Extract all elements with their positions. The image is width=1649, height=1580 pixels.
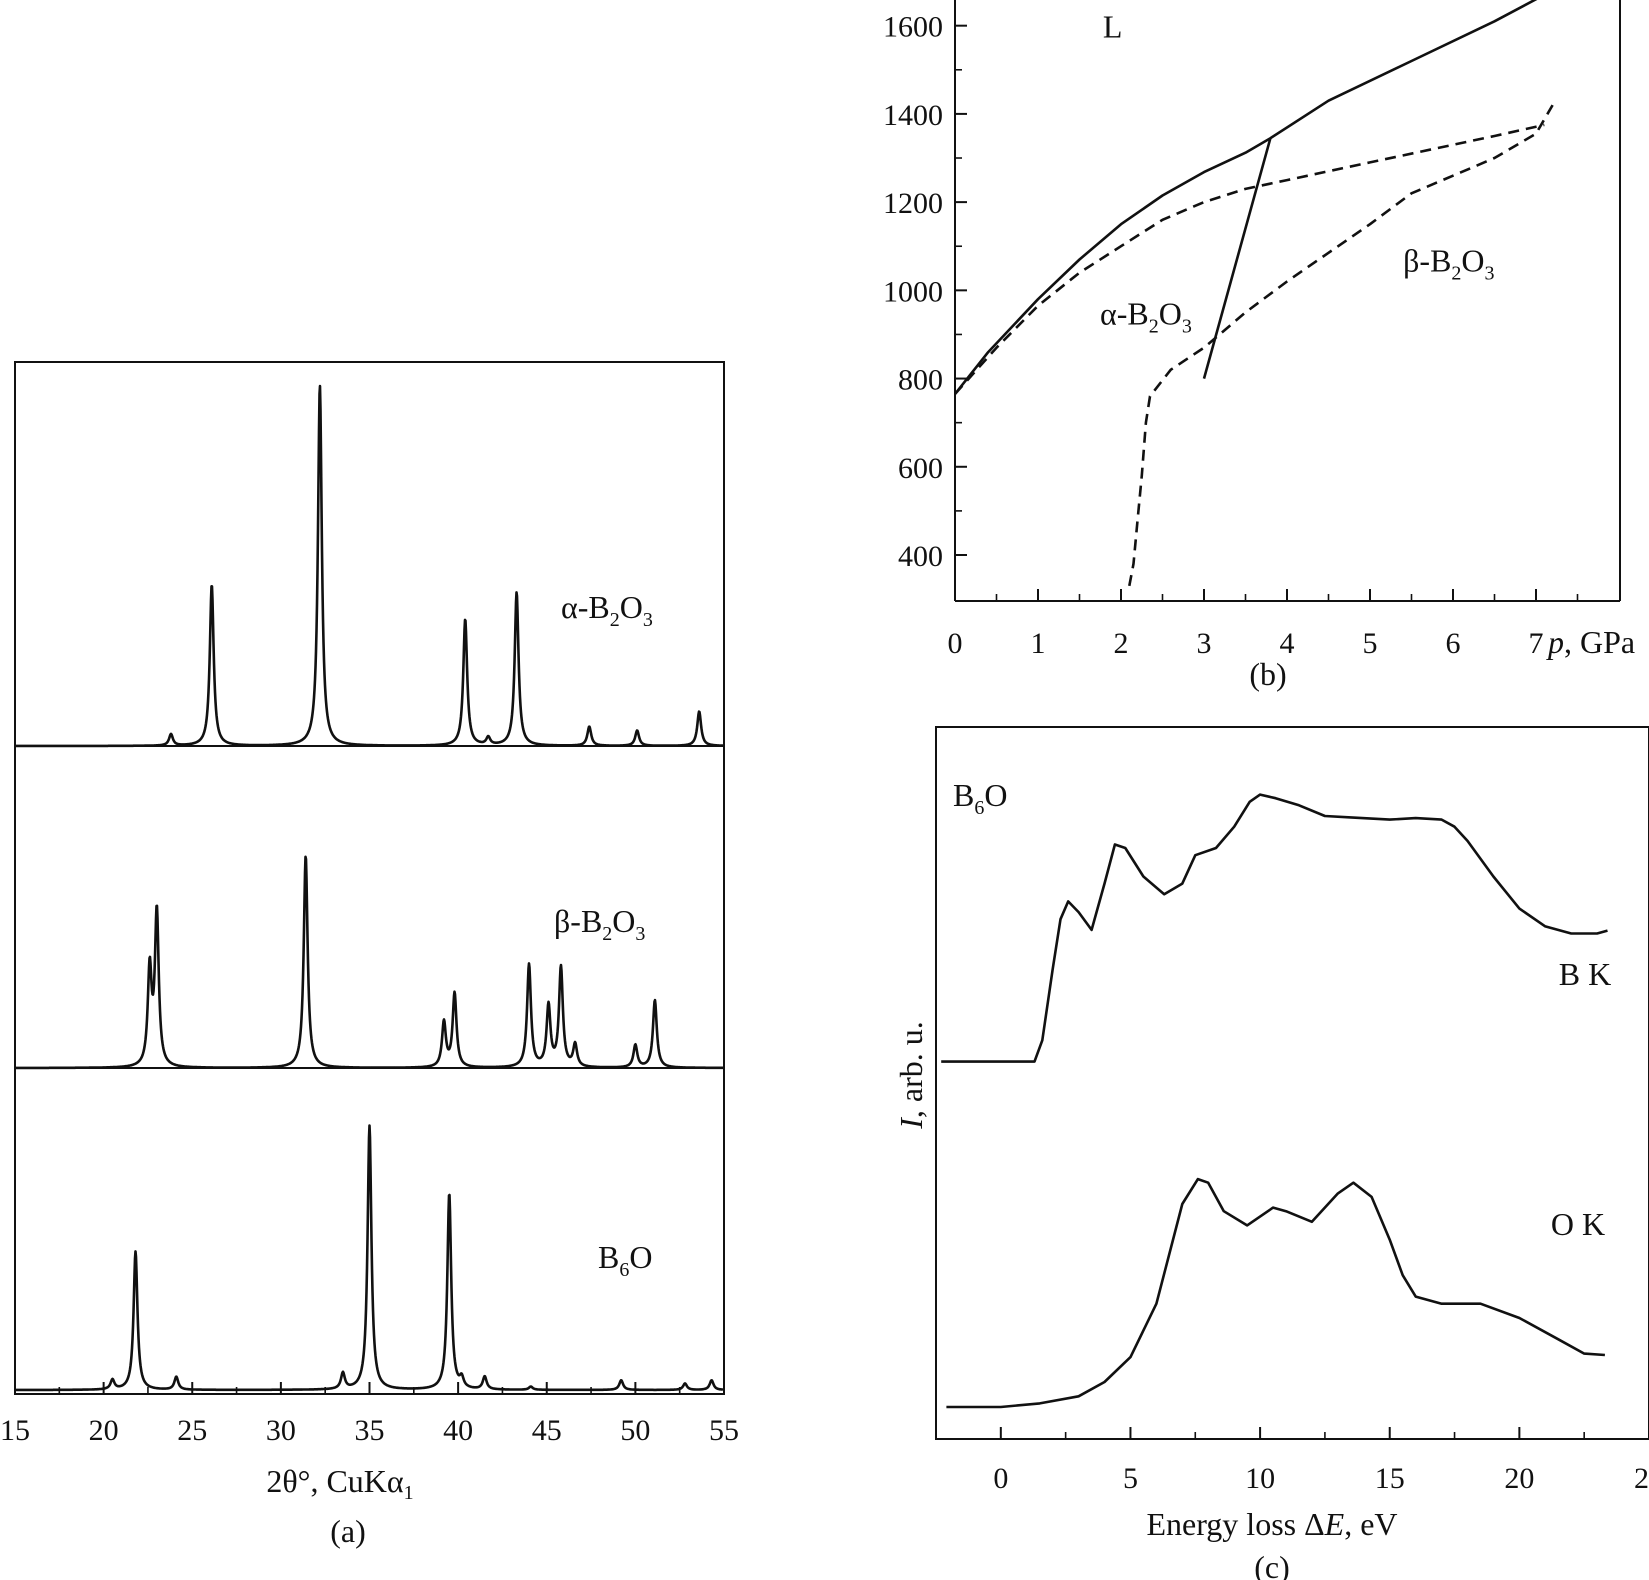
x-tick-label-b: 5	[1363, 627, 1378, 660]
panel-c-eels-spectra: 0 5 10 15 20 25 B K O K B6O I, arb. u. Energy l…	[893, 726, 1649, 1580]
x-tick-label-b: 1	[1031, 627, 1046, 660]
x-tick-label-a: 15	[0, 1414, 30, 1447]
axis-label-x-c: Energy loss ΔE, eV	[1146, 1506, 1397, 1542]
x-tick-label-a: 20	[89, 1414, 119, 1447]
panel-b-phase-diagram: 400 600 800 1000 1200 1400 1600 0 1 2 3 4 5 6 7 Lα-B2O…	[883, 0, 1635, 692]
x-tick-label-b: 3	[1197, 627, 1212, 660]
x-tick-label-c: 25	[1634, 1462, 1649, 1495]
y-tick-label-b: 1400	[883, 99, 943, 132]
series-label: B K	[1559, 956, 1611, 992]
region-label: L	[1103, 9, 1123, 45]
xrd-pattern-curve	[15, 384, 724, 748]
x-tick-label-c: 15	[1375, 1462, 1405, 1495]
x-tick-label-a: 50	[620, 1414, 650, 1447]
caption-b: (b)	[1249, 656, 1286, 692]
x-tick-label-a: 25	[177, 1414, 207, 1447]
x-tick-label-a: 55	[709, 1414, 739, 1447]
axis-label-x-a: 2θ°, CuKα1	[266, 1463, 413, 1504]
xrd-pattern-curve	[15, 1124, 724, 1392]
x-tick-label-b: 7	[1529, 627, 1544, 660]
x-tick-label-a: 30	[266, 1414, 296, 1447]
x-tick-label-c: 10	[1245, 1462, 1275, 1495]
y-tick-label-b: 1000	[883, 275, 943, 308]
caption-a: (a)	[330, 1513, 366, 1549]
x-tick-label-c: 0	[993, 1462, 1008, 1495]
y-tick-label-b: 800	[898, 364, 943, 397]
plot-frame-c	[935, 726, 1649, 1440]
phase-boundary-dashed	[1128, 104, 1554, 587]
x-tick-label-b: 4	[1280, 627, 1295, 660]
x-tick-label-a: 45	[532, 1414, 562, 1447]
y-tick-label-b: 600	[898, 452, 943, 485]
series-label: O K	[1551, 1206, 1605, 1242]
phase-boundary-solid	[953, 0, 1538, 395]
region-label: α-B2O3	[1100, 295, 1192, 337]
series-label: B6O	[598, 1239, 652, 1281]
x-tick-label-a: 40	[443, 1414, 473, 1447]
x-tick-label-a: 35	[355, 1414, 385, 1447]
eels-spectrum-curve	[946, 1177, 1605, 1409]
y-tick-label-b: 1600	[883, 11, 943, 44]
caption-c: (c)	[1254, 1549, 1290, 1580]
x-tick-label-c: 5	[1123, 1462, 1138, 1495]
x-tick-label-b: 2	[1114, 627, 1129, 660]
x-tick-label-b: 0	[948, 627, 963, 660]
eels-spectrum-curve	[941, 793, 1608, 1063]
x-tick-label-b: 6	[1446, 627, 1461, 660]
series-label: α-B2O3	[561, 589, 653, 631]
panel-label-c: B6O	[953, 777, 1007, 819]
region-label: β-B2O3	[1403, 242, 1494, 284]
axis-label-y-c: I, arb. u.	[893, 1021, 929, 1130]
xrd-pattern-curve	[15, 855, 724, 1070]
series-label: β-B2O3	[554, 903, 645, 945]
y-tick-label-b: 400	[898, 540, 943, 573]
y-tick-label-b: 1200	[883, 187, 943, 220]
x-tick-label-c: 20	[1504, 1462, 1534, 1495]
panel-a-xrd-patterns: 15 20 25 30 35 40 45 50 55 α-B2O3 β-B2O3 B6O 2θ°, …	[0, 361, 739, 1549]
axis-label-x-b: p, GPa	[1546, 624, 1635, 660]
phase-boundary-dashed	[954, 123, 1545, 395]
phase-boundary-solid	[1202, 137, 1272, 379]
